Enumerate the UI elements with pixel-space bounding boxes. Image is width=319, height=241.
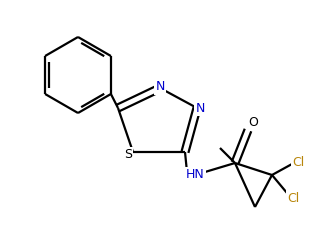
Text: Cl: Cl xyxy=(287,192,299,205)
Text: HN: HN xyxy=(186,168,204,181)
Text: S: S xyxy=(124,148,132,161)
Text: Cl: Cl xyxy=(292,155,304,168)
Text: N: N xyxy=(155,80,165,94)
Text: O: O xyxy=(248,116,258,129)
Text: N: N xyxy=(195,101,205,114)
